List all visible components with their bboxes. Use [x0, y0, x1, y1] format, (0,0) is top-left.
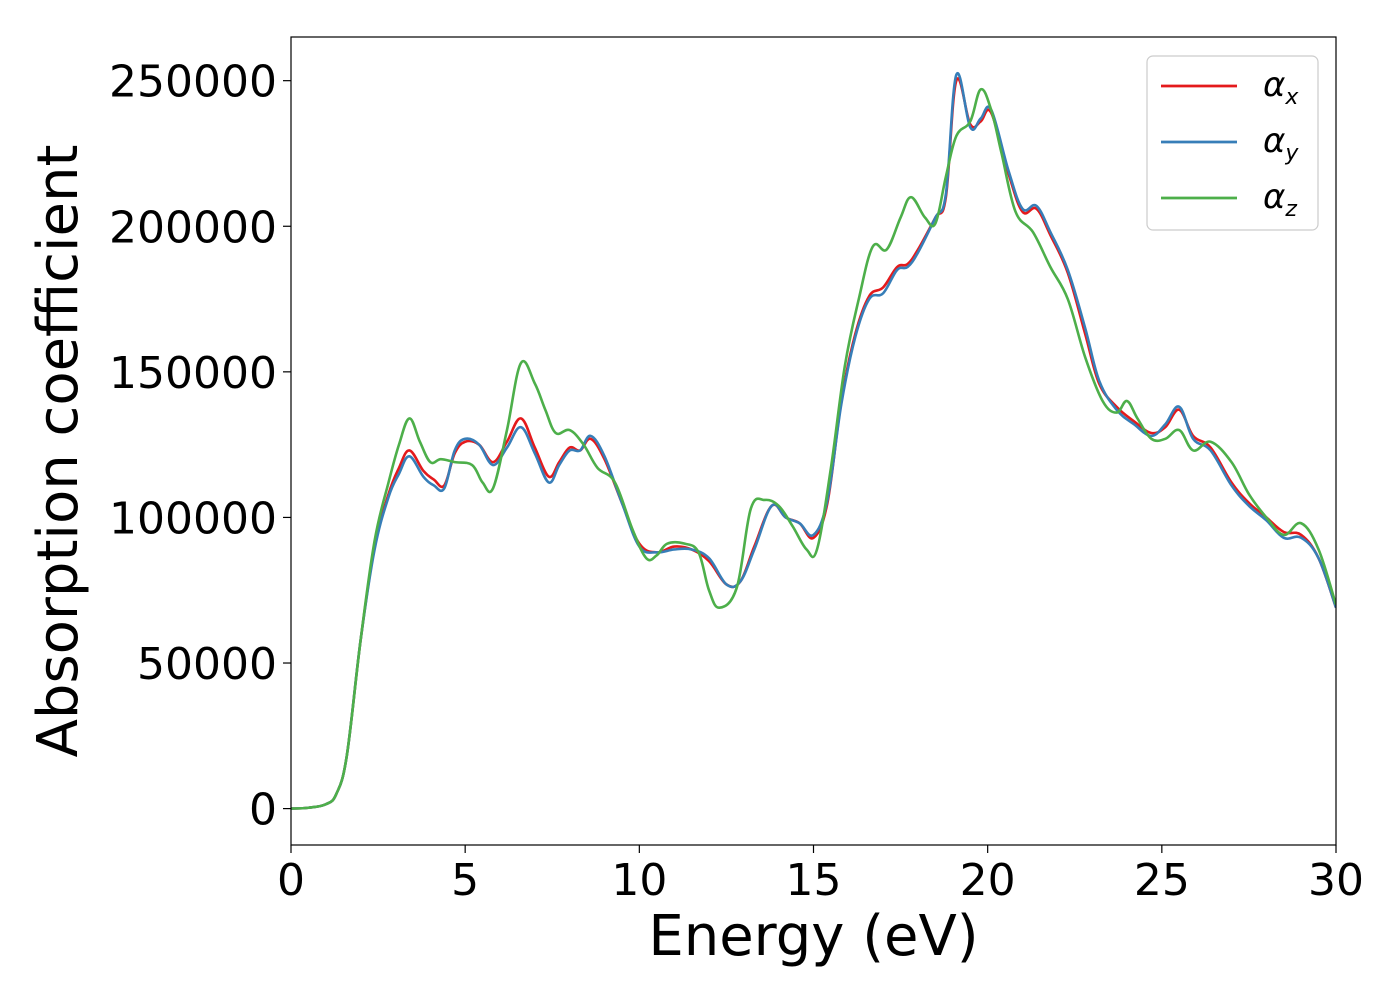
x-tick-label: 10: [611, 855, 667, 906]
legend-label-alpha-y: αy: [1263, 121, 1299, 166]
legend-label-subscript: y: [1284, 141, 1299, 166]
y-tick-label: 250000: [109, 57, 277, 108]
y-tick-label: 100000: [109, 493, 277, 544]
legend-label-symbol: α: [1263, 121, 1285, 161]
series-line-alpha-y: [291, 71, 1336, 810]
x-tick-label: 0: [277, 855, 305, 906]
series-layer: [291, 71, 1336, 810]
y-tick-label: 50000: [137, 639, 277, 690]
y-tick-label: 200000: [109, 202, 277, 253]
x-tick-label: 20: [960, 855, 1016, 906]
x-axis: 0 5 10 15 20 25 30: [277, 845, 1364, 906]
y-axis: 0 50000 100000 150000 200000 250000: [109, 57, 291, 836]
legend-label-symbol: α: [1263, 65, 1285, 105]
legend-label-symbol: α: [1263, 177, 1285, 217]
x-tick-label: 30: [1308, 855, 1364, 906]
legend-label-subscript: z: [1284, 197, 1297, 222]
legend-label-alpha-z: αz: [1263, 177, 1297, 222]
x-tick-label: 25: [1134, 855, 1190, 906]
y-tick-label: 0: [249, 785, 277, 836]
series-line-alpha-z: [291, 87, 1336, 810]
legend-label-subscript: x: [1284, 85, 1299, 110]
y-tick-label: 150000: [109, 348, 277, 399]
x-axis-title: Energy (eV): [648, 904, 978, 969]
y-axis-title: Absorption coefficient: [26, 145, 91, 758]
legend-label-alpha-x: αx: [1263, 65, 1299, 110]
x-tick-label: 5: [451, 855, 479, 906]
x-tick-label: 15: [786, 855, 842, 906]
